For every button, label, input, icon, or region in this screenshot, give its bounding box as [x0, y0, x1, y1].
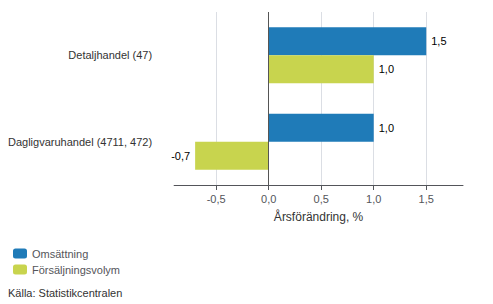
svg-text:Försäljningsvolym: Försäljningsvolym [32, 264, 120, 276]
svg-text:Dagligvaruhandel (4711, 472): Dagligvaruhandel (4711, 472) [8, 136, 152, 148]
svg-text:-0,5: -0,5 [207, 193, 226, 205]
svg-text:1,0: 1,0 [379, 122, 394, 134]
svg-text:1,0: 1,0 [379, 63, 394, 75]
svg-text:Källa: Statistikcentralen: Källa: Statistikcentralen [8, 287, 122, 299]
svg-text:1,0: 1,0 [366, 193, 381, 205]
svg-text:Omsättning: Omsättning [32, 248, 88, 260]
svg-text:Detaljhandel (47): Detaljhandel (47) [68, 49, 152, 61]
svg-text:1,5: 1,5 [431, 35, 446, 47]
svg-text:0,0: 0,0 [261, 193, 276, 205]
svg-text:0,5: 0,5 [314, 193, 329, 205]
svg-text:Årsförändring, %: Årsförändring, % [274, 209, 364, 224]
svg-text:1,5: 1,5 [419, 193, 434, 205]
svg-text:-0,7: -0,7 [171, 150, 190, 162]
